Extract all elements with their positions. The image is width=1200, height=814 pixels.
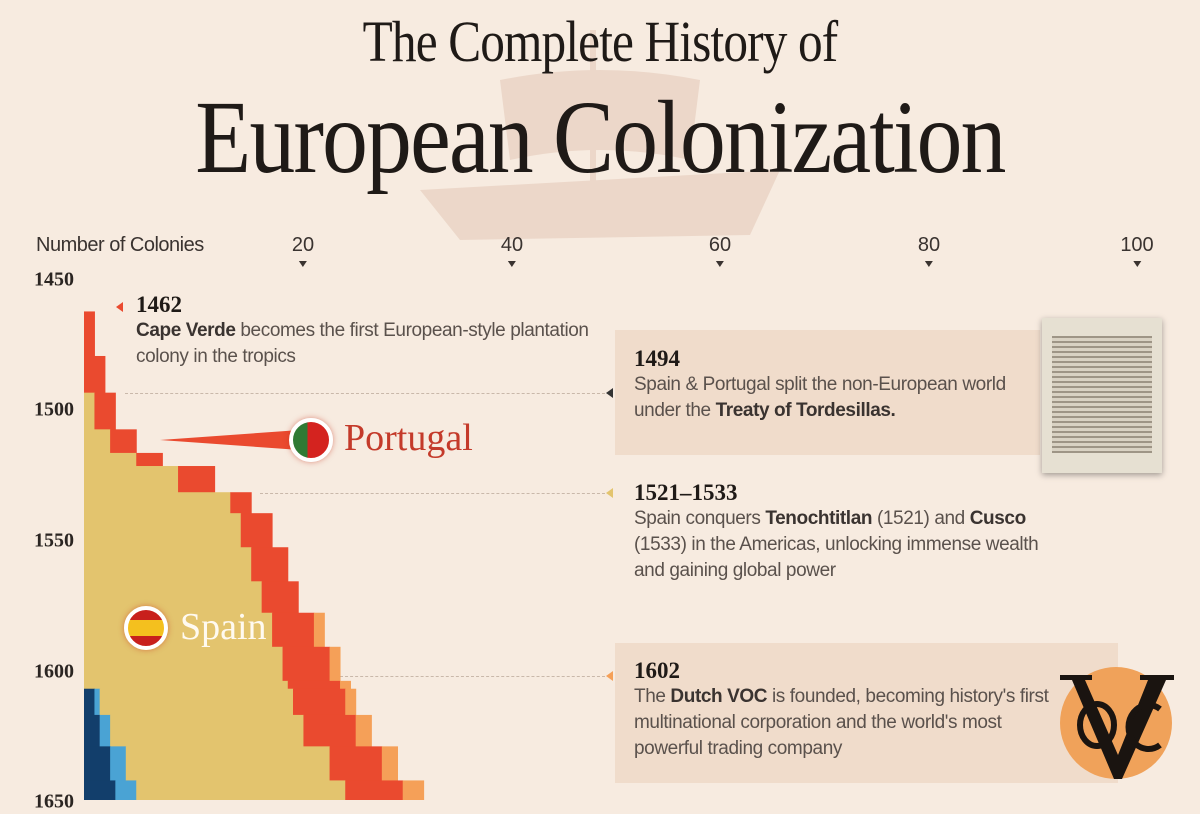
x-tick: 80 — [918, 234, 940, 267]
area-segment-darkblue — [84, 688, 95, 716]
area-segment-orange — [313, 612, 325, 648]
area-segment-spain — [84, 646, 284, 682]
spain-flag-icon — [124, 606, 168, 650]
guide-line — [340, 676, 605, 677]
area-segment-portugal — [84, 355, 106, 394]
treaty-document-image — [1042, 318, 1162, 473]
annotation-box-1602 — [615, 643, 1118, 783]
annotation-1494: 1494 Spain & Portugal split the non-Euro… — [634, 346, 1006, 421]
area-segment-orange — [345, 688, 357, 716]
area-segment-portugal — [261, 581, 299, 614]
area-segment-portugal — [251, 547, 289, 582]
portugal-pointer — [160, 430, 300, 450]
portugal-label: Portugal — [344, 417, 473, 459]
area-segment-spain — [84, 466, 179, 493]
area-segment-orange — [402, 780, 425, 800]
area-segment-orange — [329, 646, 341, 682]
area-segment-spain — [84, 452, 137, 467]
x-tick: 60 — [709, 234, 731, 267]
area-segment-portugal — [345, 780, 404, 800]
pointer-arrow — [606, 671, 613, 681]
area-segment-portugal — [303, 714, 357, 747]
area-segment-spain — [84, 680, 289, 690]
y-tick: 1600 — [34, 660, 74, 683]
area-segment-spain — [99, 688, 294, 716]
guide-line — [125, 393, 605, 394]
y-tick: 1500 — [34, 398, 74, 421]
area-segment-portugal — [84, 311, 95, 357]
area-segment-lightblue — [110, 746, 127, 781]
area-segment-portugal — [287, 680, 341, 690]
area-segment-lightblue — [94, 688, 101, 716]
pointer-arrow — [606, 488, 613, 498]
area-segment-orange — [340, 680, 351, 690]
area-segment-portugal — [282, 646, 331, 682]
area-segment-portugal — [136, 452, 163, 467]
voc-logo — [1060, 667, 1174, 779]
annotation-1462: 1462 Cape Verde becomes the first Europe… — [136, 292, 589, 367]
area-segment-lightblue — [99, 714, 111, 747]
annotation-1602: 1602 The Dutch VOC is founded, becoming … — [634, 658, 1049, 759]
area-segment-spain — [84, 492, 231, 514]
area-segment-portugal — [230, 492, 252, 514]
area-segment-spain — [136, 780, 346, 800]
area-segment-spain — [84, 581, 263, 614]
spain-label: Spain — [180, 606, 267, 648]
area-segment-portugal — [178, 466, 216, 493]
area-segment-portugal — [329, 746, 383, 781]
area-segment-portugal — [94, 392, 116, 430]
area-segment-spain — [84, 392, 95, 430]
pointer-arrow — [116, 302, 123, 312]
y-tick: 1550 — [34, 529, 74, 552]
annotation-1521-1533: 1521–1533 Spain conquers Tenochtitlan (1… — [634, 480, 1039, 581]
area-segment-orange — [355, 714, 372, 747]
pointer-arrow — [606, 388, 613, 398]
guide-line — [260, 493, 605, 494]
x-axis-title: Number of Colonies — [36, 234, 204, 256]
title-line-1: The Complete History of — [362, 9, 839, 74]
area-segment-spain — [84, 612, 273, 648]
area-segment-darkblue — [84, 714, 101, 747]
area-segment-spain — [125, 746, 331, 781]
annotation-box-1494 — [615, 330, 1040, 455]
area-segment-portugal — [110, 429, 137, 454]
area-segment-spain — [84, 429, 111, 454]
area-segment-spain — [84, 513, 242, 548]
area-segment-portugal — [272, 612, 315, 648]
area-segment-portugal — [240, 513, 273, 548]
portugal-flag-icon — [289, 418, 333, 462]
area-segment-orange — [381, 746, 398, 781]
y-tick: 1450 — [34, 268, 74, 291]
x-tick: 100 — [1120, 234, 1154, 267]
area-segment-portugal — [293, 688, 346, 716]
x-tick: 20 — [292, 234, 314, 267]
area-segment-lightblue — [115, 780, 137, 800]
area-segment-darkblue — [84, 780, 116, 800]
title-line-2: European Colonization — [195, 80, 1006, 195]
x-tick: 40 — [501, 234, 523, 267]
area-segment-darkblue — [84, 746, 111, 781]
area-segment-spain — [110, 714, 304, 747]
area-segment-spain — [84, 547, 252, 582]
voc-monogram-icon — [1060, 675, 1174, 779]
ship-watermark — [420, 30, 780, 240]
